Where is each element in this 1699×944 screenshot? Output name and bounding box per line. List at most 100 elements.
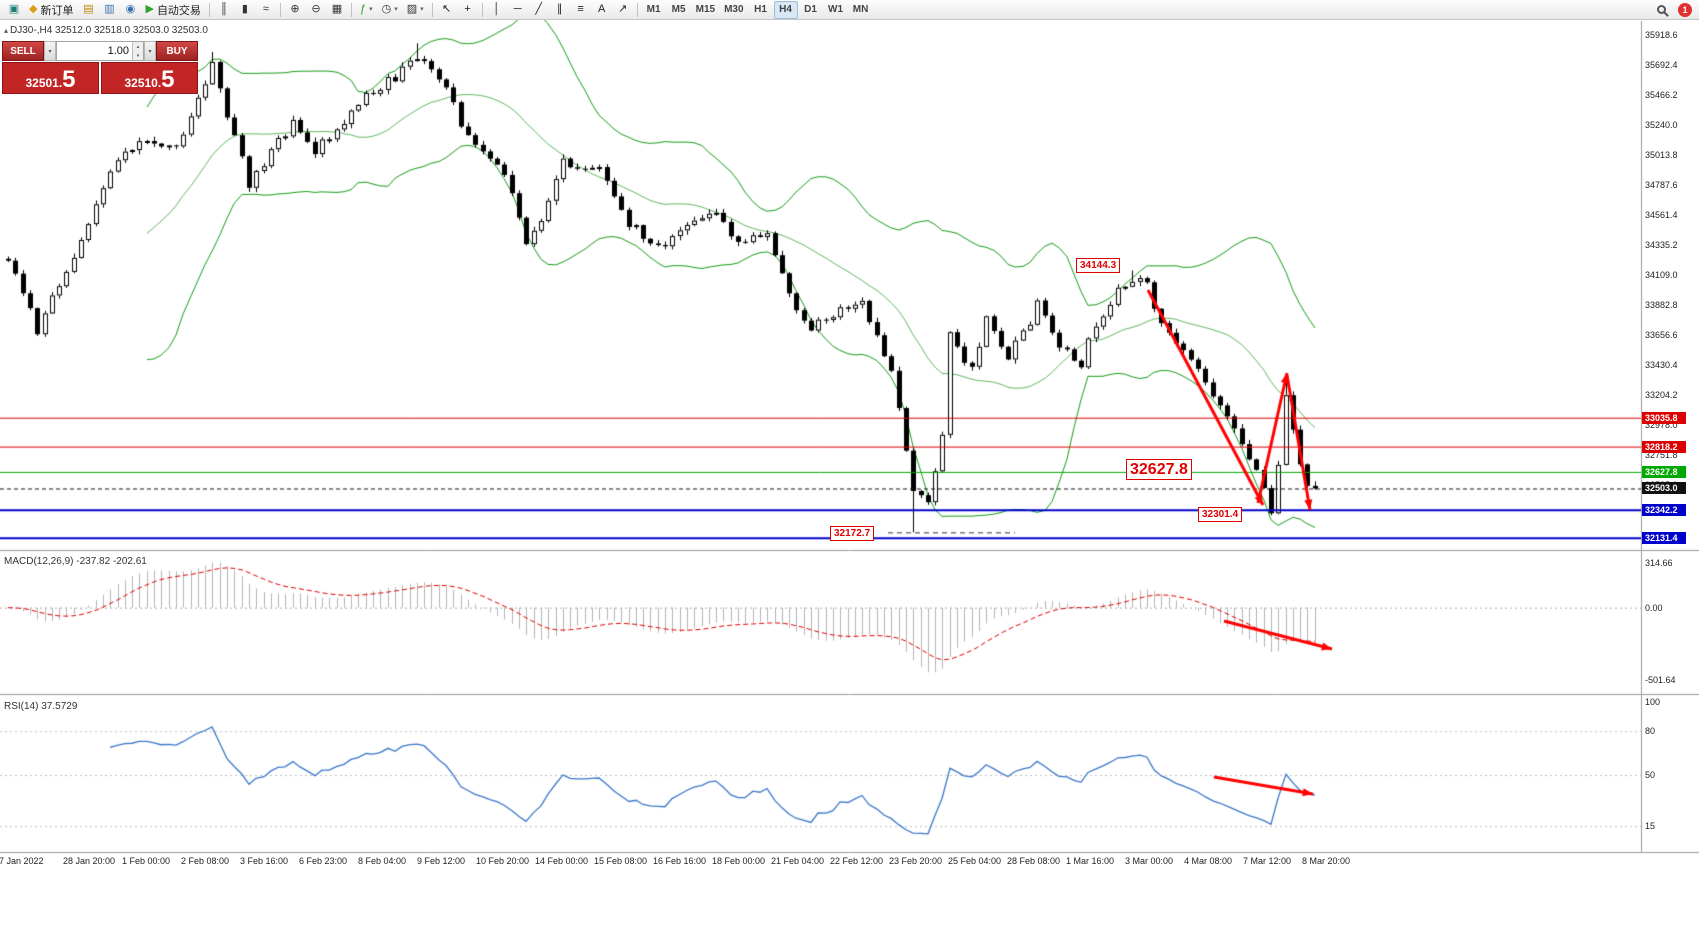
time-axis-label: 22 Feb 12:00 bbox=[830, 856, 884, 866]
zoom-in-icon[interactable]: ⊕ bbox=[285, 1, 305, 19]
support-line-32342-badge: 32342.2 bbox=[1642, 503, 1686, 516]
annotation-swing-low[interactable]: 32301.4 bbox=[1198, 507, 1243, 522]
candlestick-icon[interactable]: ▮ bbox=[235, 1, 255, 19]
annotation-pivot[interactable]: 32627.8 bbox=[1126, 459, 1192, 480]
timeframe-w1[interactable]: W1 bbox=[828, 4, 844, 15]
time-axis-label: 1 Feb 00:00 bbox=[122, 856, 171, 866]
notifications-badge[interactable]: 1 bbox=[1678, 2, 1692, 17]
price-axis-label: 33204.2 bbox=[1645, 390, 1678, 401]
periods-icon[interactable]: ◷ ▾ bbox=[378, 1, 402, 19]
annotation-major-low[interactable]: 32172.7 bbox=[830, 526, 875, 541]
time-axis-label: 3 Feb 16:00 bbox=[240, 856, 289, 866]
buy-price[interactable]: 32510. 5 bbox=[101, 62, 198, 94]
sell-price-main: 32501. bbox=[25, 75, 63, 90]
time-axis-label: 23 Feb 20:00 bbox=[889, 856, 943, 866]
timeframe-m5[interactable]: M5 bbox=[671, 4, 686, 15]
price-axis-label: 34787.6 bbox=[1645, 180, 1678, 191]
ohlc-bars-icon: ║ bbox=[220, 3, 228, 15]
channel-icon[interactable]: ∥ bbox=[550, 1, 570, 19]
ohlc-bars-icon[interactable]: ║ bbox=[214, 1, 234, 19]
tile-windows-icon: ▦ bbox=[331, 3, 343, 15]
vertical-line-icon[interactable]: │ bbox=[487, 1, 507, 19]
profiles-icon[interactable]: ▥ bbox=[99, 1, 119, 19]
volume-field[interactable]: 1.00 ▴ ▾ bbox=[56, 41, 144, 61]
line-chart-icon[interactable]: ≈ bbox=[256, 1, 276, 19]
timeframe-h1[interactable]: H1 bbox=[754, 4, 767, 15]
vertical-line-icon: │ bbox=[493, 3, 501, 15]
price-axis-label: 33430.4 bbox=[1645, 360, 1678, 371]
rsi-axis-label: 80 bbox=[1645, 726, 1656, 737]
annotation-swing-high[interactable]: 34144.3 bbox=[1076, 258, 1121, 273]
time-axis-label: 18 Feb 00:00 bbox=[712, 856, 766, 866]
support-line-32131-badge: 32131.4 bbox=[1642, 531, 1686, 544]
fibonacci-icon[interactable]: ≡ bbox=[571, 1, 591, 19]
timeframe-mn[interactable]: MN bbox=[852, 4, 869, 15]
price-axis-label: 34561.4 bbox=[1645, 210, 1678, 221]
time-axis-label: 21 Feb 04:00 bbox=[771, 856, 825, 866]
trendline-icon[interactable]: ╱ bbox=[529, 1, 549, 19]
crosshair-icon: + bbox=[464, 3, 471, 15]
arrow-object-icon[interactable]: ↗ bbox=[613, 1, 633, 19]
horizontal-line-icon[interactable]: ─ bbox=[508, 1, 528, 19]
resistance-line-32818-badge: 32818.2 bbox=[1642, 440, 1686, 453]
crosshair-icon[interactable]: + bbox=[458, 1, 478, 19]
price-axis-label: 32751.8 bbox=[1645, 450, 1678, 461]
sell-button[interactable]: SELL bbox=[2, 41, 44, 61]
auto-trading-button[interactable]: ▶ 自动交易 bbox=[141, 1, 204, 19]
pivot-line-32627-badge: 32627.8 bbox=[1642, 465, 1686, 478]
top-toolbar: ▣ ◆ 新订单 ▤ ▥ ◉ ▶ 自动交易 ║ ▮ ≈ ⊕ ⊖ ▦ ƒ ▾ ◷ ▾ ▨ ▾ ↖ + │ ─ ╱ ∥ ≡ A ↗ M1 M5 M1… bbox=[0, 0, 1699, 20]
channel-icon: ∥ bbox=[556, 3, 563, 15]
periods-icon-caret-icon: ▾ bbox=[394, 6, 398, 13]
timeframe-d1[interactable]: D1 bbox=[804, 4, 817, 15]
time-axis-label: 16 Feb 16:00 bbox=[653, 856, 707, 866]
macd-axis-label: -501.64 bbox=[1645, 674, 1676, 685]
toolbar-separator bbox=[208, 2, 210, 17]
price-axis-label: 35918.6 bbox=[1645, 29, 1678, 40]
timeframe-m1[interactable]: M1 bbox=[646, 4, 661, 15]
timeframe-m15[interactable]: M15 bbox=[695, 4, 716, 15]
search-icon[interactable] bbox=[1653, 1, 1674, 19]
sell-price[interactable]: 32501. 5 bbox=[2, 62, 99, 94]
buy-options-caret-icon[interactable]: ▾ bbox=[144, 41, 156, 61]
arrow-object-icon: ↗ bbox=[618, 3, 628, 15]
cursor-icon[interactable]: ↖ bbox=[437, 1, 457, 19]
price-axis-label: 32978.0 bbox=[1645, 420, 1678, 431]
rsi-indicator-label: RSI(14) 37.5729 bbox=[4, 701, 78, 712]
price-axis-label: 34335.2 bbox=[1645, 240, 1678, 251]
time-axis-label: 2 Feb 08:00 bbox=[181, 856, 230, 866]
time-axis-label: 14 Feb 00:00 bbox=[535, 856, 589, 866]
price-axis-label: 34109.0 bbox=[1645, 270, 1678, 281]
tile-windows-icon[interactable]: ▦ bbox=[327, 1, 347, 19]
macd-axis-label: 314.66 bbox=[1645, 557, 1673, 568]
templates-icon[interactable]: ▨ ▾ bbox=[403, 1, 428, 19]
time-axis-label: 10 Feb 20:00 bbox=[476, 856, 530, 866]
new-order-button[interactable]: ◆ 新订单 bbox=[25, 1, 77, 19]
terminal-icon[interactable]: ▣ bbox=[4, 1, 24, 19]
time-axis-label: 3 Mar 00:00 bbox=[1125, 856, 1174, 866]
sell-options-caret-icon[interactable]: ▾ bbox=[44, 41, 56, 61]
indicators-icon[interactable]: ƒ ▾ bbox=[356, 1, 377, 19]
timeframe-h4[interactable]: H4 bbox=[773, 0, 798, 19]
rsi-axis-label: 15 bbox=[1645, 821, 1656, 832]
zoom-out-icon[interactable]: ⊖ bbox=[306, 1, 326, 19]
resistance-line-33035-badge: 33035.8 bbox=[1642, 411, 1686, 424]
time-axis-label: 15 Feb 08:00 bbox=[594, 856, 648, 866]
candlestick-icon: ▮ bbox=[241, 3, 248, 15]
text-label-icon[interactable]: A bbox=[592, 1, 612, 19]
timeframe-m30[interactable]: M30 bbox=[724, 4, 744, 15]
zoom-in-icon: ⊕ bbox=[290, 3, 300, 15]
time-axis-label: 6 Feb 23:00 bbox=[299, 856, 348, 866]
market-watch-icon[interactable]: ◉ bbox=[120, 1, 140, 19]
volume-increase-button[interactable]: ▴ bbox=[133, 42, 143, 51]
volume-value: 1.00 bbox=[107, 45, 129, 57]
volume-decrease-button[interactable]: ▾ bbox=[133, 51, 143, 60]
auto-trading-button-label: 自动交易 bbox=[156, 4, 201, 17]
periods-icon: ◷ bbox=[381, 3, 392, 15]
price-axis-label: 35466.2 bbox=[1645, 89, 1678, 100]
buy-button[interactable]: BUY bbox=[156, 41, 198, 61]
chart-window-icon[interactable]: ▤ bbox=[78, 1, 98, 19]
toolbar-separator bbox=[431, 2, 433, 17]
candle-marker-icon: ▴ bbox=[4, 26, 9, 35]
